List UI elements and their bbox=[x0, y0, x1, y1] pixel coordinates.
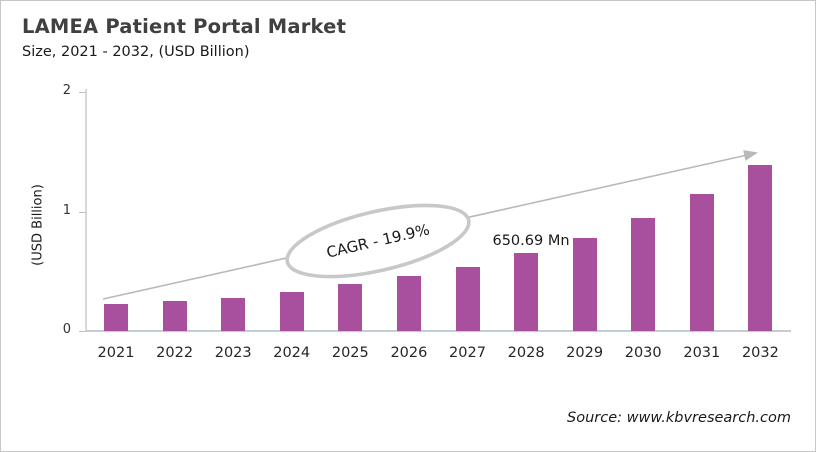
source-text: Source: www.kbvresearch.com bbox=[567, 410, 791, 426]
bar-2027 bbox=[455, 266, 480, 331]
bar-2022 bbox=[162, 301, 187, 331]
x-tick-label-2025: 2025 bbox=[331, 345, 369, 361]
y-tick-mark-2 bbox=[79, 92, 86, 93]
x-tick-label-2023: 2023 bbox=[214, 345, 252, 361]
y-tick-label-2: 2 bbox=[62, 83, 71, 98]
x-tick-label-2022: 2022 bbox=[156, 345, 194, 361]
bar-2028 bbox=[514, 253, 539, 331]
value-label-2028: 650.69 Mn bbox=[492, 233, 570, 249]
bar-2030 bbox=[631, 217, 656, 331]
bar-2032 bbox=[748, 164, 773, 331]
y-tick-label-0: 0 bbox=[62, 322, 71, 337]
bar-2025 bbox=[338, 284, 363, 331]
cagr-ellipse bbox=[285, 203, 471, 279]
x-tick-label-2026: 2026 bbox=[390, 345, 428, 361]
bar-2023 bbox=[221, 297, 246, 331]
y-tick-mark-1 bbox=[79, 211, 86, 213]
x-tick-label-2021: 2021 bbox=[97, 345, 135, 361]
bar-2026 bbox=[396, 276, 421, 331]
x-tick-label-2031: 2031 bbox=[683, 345, 721, 361]
bar-2031 bbox=[689, 193, 714, 331]
bar-2029 bbox=[572, 237, 597, 331]
x-tick-label-2032: 2032 bbox=[741, 345, 779, 361]
trend-arrowhead-icon bbox=[743, 150, 758, 161]
x-tick-label-2029: 2029 bbox=[566, 345, 604, 361]
y-tick-label-1: 1 bbox=[62, 202, 71, 218]
bar-2024 bbox=[279, 291, 304, 331]
page-subtitle: Size, 2021 - 2032, (USD Billion) bbox=[22, 44, 250, 60]
x-tick-label-2028: 2028 bbox=[507, 345, 545, 361]
y-tick-mark-0 bbox=[79, 331, 86, 332]
bar-2021 bbox=[104, 303, 128, 331]
page-title: LAMEA Patient Portal Market bbox=[22, 15, 347, 38]
x-tick-label-2027: 2027 bbox=[449, 345, 486, 361]
x-tick-label-2030: 2030 bbox=[624, 345, 662, 361]
x-tick-label-2024: 2024 bbox=[273, 345, 311, 361]
